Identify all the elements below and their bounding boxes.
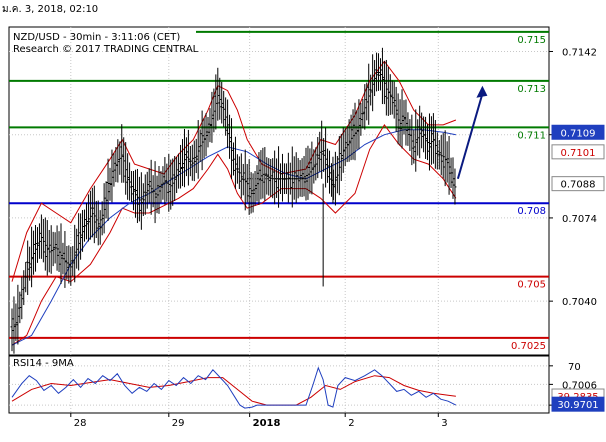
time-label-1: 29	[172, 418, 185, 429]
time-label-3: 2	[348, 418, 354, 429]
time-label-0: 28	[74, 418, 87, 429]
time-label-2: 2018	[253, 418, 281, 429]
price-tag-0-text: 0.7109	[561, 128, 596, 139]
price-tag-2-box	[551, 176, 605, 192]
price-tick-label-2: 0.7074	[562, 214, 597, 225]
moving-average-line	[11, 129, 456, 346]
level-label-4: 0.705	[517, 280, 546, 291]
price-tick-label-0: 0.7142	[562, 47, 597, 58]
level-label-0: 0.715	[517, 35, 546, 46]
price-tick-label-4: 0.7006	[562, 380, 597, 391]
forecast-arrow	[456, 85, 488, 180]
level-label-5: 0.7025	[511, 341, 546, 352]
level-label-1: 0.713	[517, 84, 546, 95]
price-tick-label-3: 0.7040	[562, 297, 597, 308]
rsi-line	[11, 366, 457, 409]
rsi-title: RSI14 - 9MA	[13, 358, 74, 369]
chart-title: NZD/USD - 30min - 3:11:06 (CET)	[13, 32, 180, 43]
level-label-2: 0.711	[517, 130, 546, 141]
rsi-tag-1-box	[551, 396, 605, 412]
forecast-arrow-head	[476, 85, 488, 98]
time-axis: 28 29 2018 2 3	[70, 413, 448, 429]
level-lines: 0.715 0.713 0.711 0.708 0.705 0.7025	[9, 30, 549, 352]
price-tag-1-text: 0.7101	[561, 148, 596, 159]
rsi-lines	[11, 366, 457, 409]
moving-average	[11, 129, 456, 346]
rsi-tick-label-0: 70	[568, 362, 581, 373]
chart-subtitle: Research © 2017 TRADING CENTRAL	[13, 44, 199, 55]
forecast-arrow-shaft	[456, 93, 484, 180]
chart-timestamp: ม.ค. 3, 2018, 02:10	[2, 4, 99, 15]
price-tag-1-box	[551, 144, 605, 160]
grid-lines	[9, 27, 549, 413]
price-series	[10, 47, 457, 354]
price-tag-0-box	[551, 124, 605, 140]
level-label-3: 0.708	[517, 206, 546, 217]
rsi-tag-1-text: 30.9701	[557, 400, 598, 411]
bollinger-lower-line	[11, 124, 457, 346]
time-label-4: 3	[441, 418, 447, 429]
price-tag-2-text: 0.7088	[561, 180, 596, 191]
